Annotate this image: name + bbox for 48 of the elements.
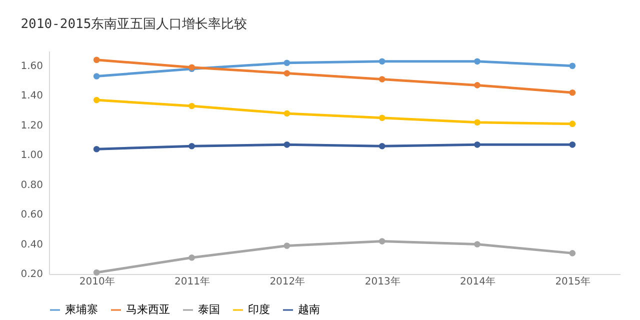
legend-label: 柬埔寨 [65, 303, 98, 316]
point [188, 102, 195, 110]
point [284, 60, 290, 66]
point [188, 254, 195, 261]
point [93, 269, 100, 276]
x-tick-label: 2015年 [555, 276, 591, 288]
chart-title: 2010-2015东南亚五国人口增长率比较 [20, 16, 248, 32]
y-tick-label: 1.20 [20, 120, 43, 132]
point [378, 76, 386, 82]
x-tick-label: 2010年 [79, 276, 115, 288]
legend-label: 泰国 [198, 303, 220, 316]
point [474, 58, 480, 65]
point [569, 62, 576, 70]
point [474, 82, 480, 88]
point [93, 56, 100, 64]
x-tick-label: 2012年 [270, 276, 306, 288]
point [188, 142, 195, 150]
point [284, 110, 290, 117]
legend-label: 印度 [248, 303, 270, 316]
x-tick-label: 2013年 [364, 276, 400, 288]
point [378, 114, 386, 122]
x-tick-label: 2014年 [460, 276, 496, 288]
point [93, 146, 100, 152]
y-tick-label: 0.20 [20, 269, 43, 280]
y-tick-label: 0.80 [20, 180, 43, 191]
point [474, 241, 480, 248]
x-tick-label: 2011年 [174, 276, 210, 288]
point [284, 70, 290, 76]
point [93, 73, 100, 80]
legend-label: 越南 [298, 303, 320, 316]
point [378, 142, 386, 150]
y-tick-label: 1.00 [20, 150, 43, 162]
point [569, 89, 576, 96]
point [284, 242, 290, 249]
y-tick-label: 0.40 [20, 239, 43, 250]
y-tick-label: 1.40 [20, 90, 43, 102]
point [569, 250, 576, 256]
point [569, 120, 576, 127]
point [378, 238, 386, 244]
legend-label: 马来西亚 [126, 303, 170, 316]
point [378, 58, 386, 65]
point [93, 96, 100, 104]
y-tick-label: 1.60 [20, 60, 43, 72]
point [284, 142, 290, 148]
point [569, 142, 576, 148]
point [474, 119, 480, 126]
point [474, 142, 480, 148]
y-tick-label: 0.60 [20, 210, 43, 221]
